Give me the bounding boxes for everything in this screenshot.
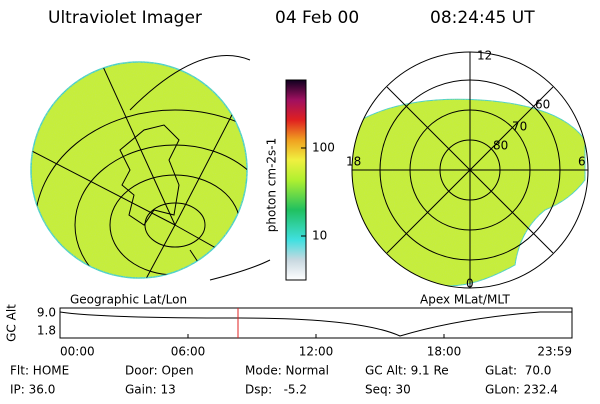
lat-label: 80 — [493, 139, 508, 153]
alt-xtick-label: 18:00 — [427, 345, 462, 359]
info-field: IP: 36.0 — [10, 383, 55, 397]
info-field: GLon: 232.4 — [485, 383, 558, 397]
info-field: Flt: HOME — [10, 364, 69, 378]
mlt-label: 0 — [466, 277, 474, 291]
alt-ytick-label: 9.0 — [37, 306, 56, 320]
colorbar-tick-label: 10 — [312, 229, 327, 243]
info-field: GC Alt: 9.1 Re — [365, 364, 449, 378]
info-field: Mode: Normal — [245, 364, 329, 378]
polar-image — [351, 51, 589, 289]
info-field: Dsp: -5.2 — [245, 383, 307, 397]
mlt-label: 12 — [477, 49, 492, 63]
alt-xtick-label: 23:59 — [537, 345, 572, 359]
colorbar — [285, 79, 307, 281]
date: 04 Feb 00 — [275, 8, 359, 28]
geo-image — [30, 55, 271, 281]
alt-xtick-label: 06:00 — [171, 345, 206, 359]
info-field: GLat: 70.0 — [485, 364, 551, 378]
info-field: Seq: 30 — [365, 383, 411, 397]
lat-label: 60 — [535, 98, 550, 112]
colorbar-tick-label: 100 — [312, 141, 335, 155]
alt-ytick-label: 1.8 — [37, 324, 56, 338]
mlt-label: 6 — [578, 155, 586, 169]
mlt-label: 18 — [346, 155, 361, 169]
lat-label: 70 — [512, 120, 527, 134]
alt-plot-frame — [59, 307, 573, 339]
left-caption: Geographic Lat/Lon — [70, 293, 187, 307]
title: Ultraviolet Imager — [48, 8, 202, 28]
alt-curve — [59, 311, 572, 337]
alt-ylabel: GC Alt — [5, 304, 19, 342]
right-caption: Apex MLat/MLT — [420, 293, 510, 307]
info-field: Door: Open — [125, 364, 194, 378]
time: 08:24:45 UT — [430, 8, 535, 28]
colorbar-label: photon cm-2s-1 — [265, 138, 279, 233]
alt-xtick-label: 00:00 — [60, 345, 95, 359]
info-field: Gain: 13 — [125, 383, 176, 397]
alt-xtick-label: 12:00 — [299, 345, 334, 359]
